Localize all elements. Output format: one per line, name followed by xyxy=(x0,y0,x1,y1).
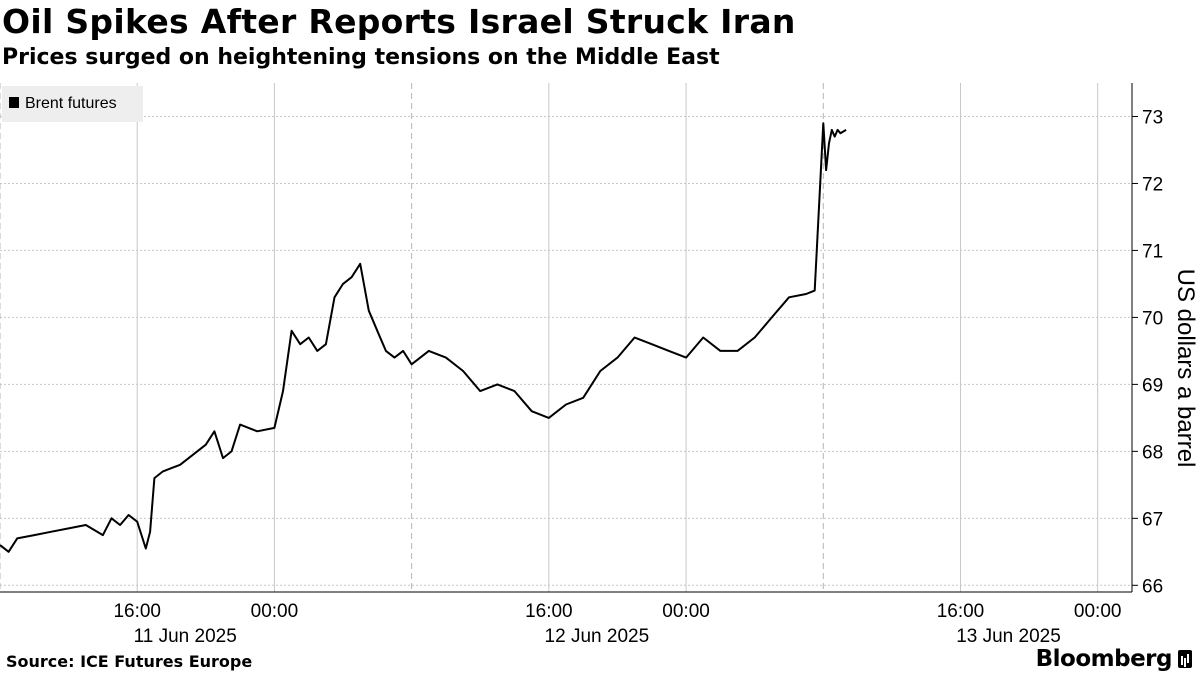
x-date-label: 11 Jun 2025 xyxy=(134,626,237,647)
y-tick-label: 70 xyxy=(1142,308,1163,329)
x-tick-label: 16:00 xyxy=(113,601,161,622)
bloomberg-chart-icon xyxy=(1178,650,1192,668)
brand-name: Bloomberg xyxy=(1035,646,1173,672)
chart-title: Oil Spikes After Reports Israel Struck I… xyxy=(2,2,796,41)
legend-label: Brent futures xyxy=(25,95,117,112)
x-tick-label: 00:00 xyxy=(251,601,299,622)
x-tick-label: 00:00 xyxy=(662,601,710,622)
source-note: Source: ICE Futures Europe xyxy=(6,652,253,671)
x-tick-label: 16:00 xyxy=(525,601,573,622)
legend-background xyxy=(2,86,143,122)
y-tick-label: 69 xyxy=(1142,375,1163,396)
y-tick-label: 66 xyxy=(1142,576,1163,597)
legend: Brent futures xyxy=(2,86,143,122)
y-tick-label: 71 xyxy=(1142,241,1163,262)
brand-logo: Bloomberg xyxy=(1036,646,1192,672)
y-axis-label: US dollars a barrel xyxy=(1172,269,1199,468)
y-tick-label: 68 xyxy=(1142,442,1163,463)
grid-layer xyxy=(0,83,1132,592)
y-tick-label: 67 xyxy=(1142,509,1163,530)
y-tick-label: 72 xyxy=(1142,174,1163,195)
x-tick-label: 00:00 xyxy=(1074,601,1122,622)
x-tick-label: 16:00 xyxy=(937,601,985,622)
x-date-label: 13 Jun 2025 xyxy=(956,626,1061,647)
legend-swatch xyxy=(9,97,19,108)
axis-layer: 66 67 68 69 70 71 72 73 16:00 11 Jun 2025 00:00 16:… xyxy=(0,83,1163,647)
y-tick-label: 73 xyxy=(1142,107,1163,128)
series-line-brent-futures xyxy=(0,122,847,553)
chart-subtitle: Prices surged on heightening tensions on… xyxy=(2,45,720,70)
x-date-label: 12 Jun 2025 xyxy=(545,626,650,647)
